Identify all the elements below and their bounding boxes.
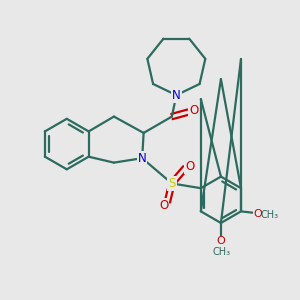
Text: O: O xyxy=(254,209,262,219)
Text: CH₃: CH₃ xyxy=(261,210,279,220)
Text: O: O xyxy=(217,236,225,246)
Text: N: N xyxy=(172,89,181,102)
Text: CH₃: CH₃ xyxy=(212,247,231,257)
Text: O: O xyxy=(159,199,169,212)
Text: O: O xyxy=(189,104,198,117)
Text: N: N xyxy=(138,152,146,165)
Text: S: S xyxy=(168,177,175,190)
Text: O: O xyxy=(185,160,194,173)
